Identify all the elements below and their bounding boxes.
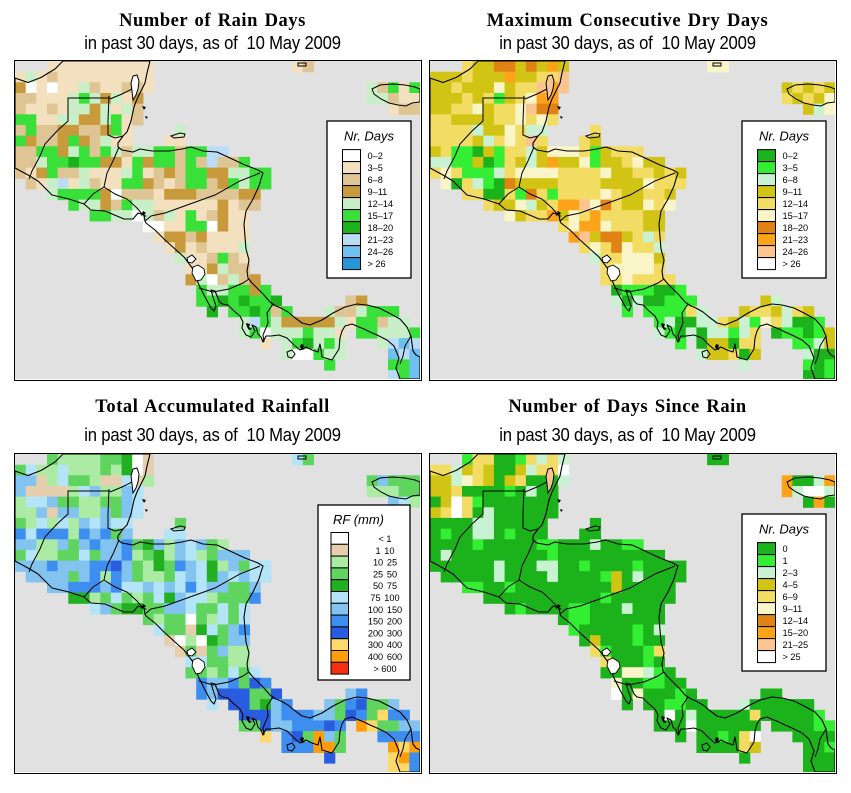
svg-text:0: 0	[783, 544, 788, 554]
svg-text:50 75: 50 75	[373, 581, 397, 591]
svg-text:Nr. Days: Nr. Days	[759, 128, 810, 143]
svg-text:400 600: 400 600	[368, 652, 402, 662]
svg-text:12–14: 12–14	[783, 199, 809, 209]
svg-text:24–26: 24–26	[783, 247, 809, 257]
svg-text:200 300: 200 300	[368, 628, 402, 638]
svg-text:21–25: 21–25	[783, 640, 809, 650]
svg-text:2–3: 2–3	[783, 568, 798, 578]
svg-text:75 100: 75 100	[370, 593, 399, 603]
svg-text:9–11: 9–11	[783, 604, 803, 614]
svg-text:> 26: > 26	[783, 259, 801, 269]
svg-text:15–20: 15–20	[783, 628, 809, 638]
svg-text:100 150: 100 150	[368, 605, 402, 615]
svg-text:Nr. Days: Nr. Days	[344, 128, 395, 143]
svg-text:150 200: 150 200	[368, 617, 402, 627]
svg-text:3–5: 3–5	[368, 163, 383, 173]
svg-text:9–11: 9–11	[783, 187, 803, 197]
svg-text:18–20: 18–20	[368, 223, 394, 233]
svg-text:6–9: 6–9	[783, 592, 798, 602]
svg-text:Nr. Days: Nr. Days	[759, 521, 810, 536]
svg-text:0–2: 0–2	[783, 151, 798, 161]
svg-text:6–8: 6–8	[783, 175, 798, 185]
svg-text:300 400: 300 400	[368, 640, 402, 650]
svg-text:15–17: 15–17	[783, 211, 809, 221]
svg-text:21–23: 21–23	[783, 235, 809, 245]
svg-text:15–17: 15–17	[368, 211, 394, 221]
svg-text:18–20: 18–20	[783, 223, 809, 233]
svg-text:12–14: 12–14	[783, 616, 809, 626]
svg-text:> 25: > 25	[783, 652, 801, 662]
svg-text:0–2: 0–2	[368, 151, 383, 161]
svg-text:10 25: 10 25	[373, 558, 397, 568]
svg-text:> 600: > 600	[373, 664, 396, 674]
svg-text:> 26: > 26	[368, 259, 386, 269]
svg-text:RF (mm): RF (mm)	[333, 512, 384, 527]
svg-text:21–23: 21–23	[368, 235, 394, 245]
svg-text:12–14: 12–14	[368, 199, 394, 209]
svg-text:24–26: 24–26	[368, 247, 394, 257]
svg-text:< 1: < 1	[378, 534, 391, 544]
svg-text:3–5: 3–5	[783, 163, 798, 173]
svg-text:1: 1	[783, 556, 788, 566]
svg-text:4–5: 4–5	[783, 580, 798, 590]
svg-text:25 50: 25 50	[373, 569, 397, 579]
svg-text:9–11: 9–11	[368, 187, 388, 197]
svg-text:1 10: 1 10	[375, 546, 394, 556]
svg-text:6–8: 6–8	[368, 175, 383, 185]
